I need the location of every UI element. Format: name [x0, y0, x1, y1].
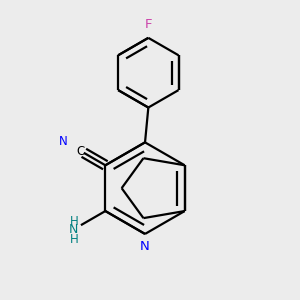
Text: H: H	[69, 233, 78, 246]
Text: H: H	[69, 214, 78, 227]
Text: F: F	[145, 18, 152, 31]
Text: C: C	[77, 145, 85, 158]
Text: N: N	[69, 223, 79, 236]
Text: N: N	[59, 135, 68, 148]
Text: N: N	[140, 240, 150, 253]
